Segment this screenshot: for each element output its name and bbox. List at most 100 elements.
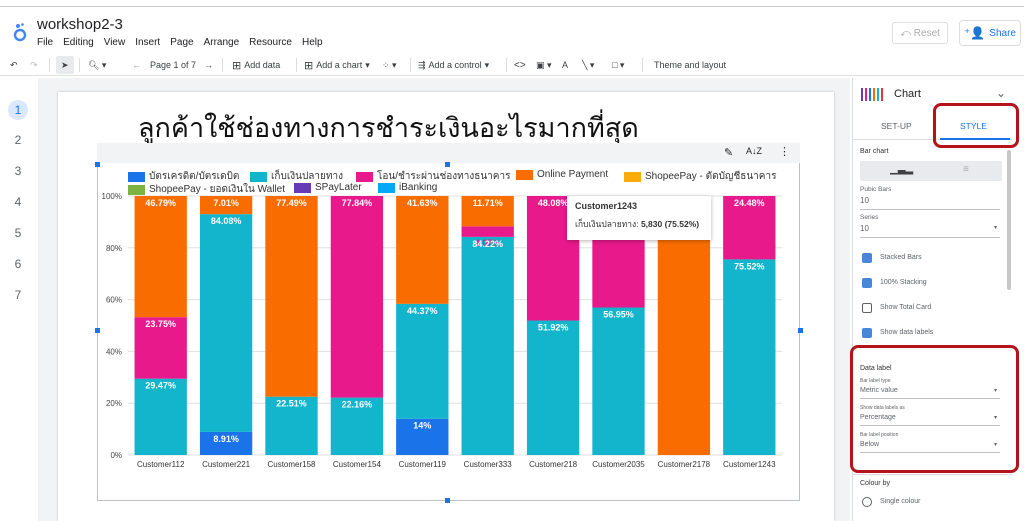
image-icon[interactable]: ▣ ▾ [536,59,552,70]
legend-swatch [250,171,267,182]
document-title[interactable]: workshop2-3 [37,16,123,33]
checkbox-show-total-card[interactable] [862,303,872,313]
colour-by-radio[interactable] [862,497,872,507]
code-embed-icon[interactable]: <> [514,59,526,71]
bar-segment [265,396,318,455]
bar-segment [330,397,384,455]
redo-icon[interactable]: ↷ [30,59,38,70]
line-icon[interactable]: ╲ ▾ [582,59,595,70]
next-page-icon[interactable]: → [204,60,213,70]
menu-help[interactable]: Help [301,37,323,48]
chart-tooltip: Customer1243 เก็บเงินปลายทาง: 5,830 (75.… [567,196,711,240]
sort-az-icon[interactable]: A↓Z [746,146,763,156]
vertical-bars-icon[interactable]: ▁▃▂ [890,164,914,175]
menu-insert[interactable]: Insert [135,37,161,48]
legend-swatch [128,184,145,195]
legend-swatch [516,169,533,180]
page-item-6[interactable]: 6 [14,257,22,271]
series-field-value[interactable]: 10 [860,224,869,233]
data-label: 41.63% [407,198,438,208]
data-label: 56.95% [603,309,634,319]
theme-layout-button[interactable]: Theme and layout [654,60,727,70]
legend-item[interactable]: เก็บเงินปลายทาง [250,169,343,184]
series-field-label: Series [860,214,879,221]
bar-label-type-select[interactable]: Metric value [860,387,898,394]
legend-item[interactable]: บัตรเครดิต/บัตรเดบิต [128,169,239,184]
bars-field-value[interactable]: 10 [860,196,869,205]
menu-arrange[interactable]: Arrange [203,37,240,48]
page-item-1[interactable]: 1 [8,100,28,120]
more-vert-icon[interactable]: ⋮ [779,146,790,158]
menu-page[interactable]: Page [170,37,194,48]
data-label: 29.47% [145,381,176,391]
orientation-toggle[interactable]: ▁▃▂ ≡ [860,161,1002,181]
show-labels-as-select[interactable]: Percentage [860,414,896,421]
text-icon[interactable]: A [562,60,569,70]
bar-segment [723,259,776,455]
highlight-data-label-section [850,345,1019,473]
looker-studio-logo-icon[interactable] [13,22,27,42]
checkbox-stacked-bars[interactable] [862,253,872,263]
add-data-button[interactable]: ⊞ Add data [232,57,280,73]
x-tick-label: Customer158 [267,460,316,469]
add-chart-button[interactable]: ⊞ Add a chart ▾ [304,57,370,73]
legend-item[interactable]: SPayLater [294,182,362,193]
data-label: 22.16% [342,400,373,410]
page-item-3[interactable]: 3 [14,164,22,178]
field-underline [860,452,1000,453]
top-divider [0,6,1024,7]
bar-segment [396,303,449,419]
resize-handle[interactable] [445,498,450,503]
label-position-select[interactable]: Below [860,441,880,448]
field-underline [860,398,1000,399]
page-item-2[interactable]: 2 [14,133,22,147]
menu-resource[interactable]: Resource [249,37,292,48]
resize-handle[interactable] [95,328,100,333]
data-label: 84.22% [472,239,503,249]
shape-icon[interactable]: □ ▾ [612,59,625,70]
bar-segment [526,320,580,455]
legend-item[interactable]: ShopeePay - ตัดบัญชีธนาคาร [624,169,776,184]
reset-button[interactable]: ⤺ Reset [892,22,948,44]
community-viz-icon[interactable]: ⁘ ▾ [382,59,397,70]
bar-segment [461,196,514,227]
legend-item[interactable]: Online Payment [516,169,608,180]
horizontal-bars-icon[interactable]: ≡ [963,164,969,175]
dropdown-arrow-icon: ▾ [365,59,370,70]
share-button[interactable]: ⁺👤 Share [959,20,1021,46]
edit-pencil-icon[interactable]: ✎ [724,147,734,159]
x-tick-label: Customer119 [399,460,447,469]
menu-editing[interactable]: Editing [63,37,94,48]
zoom-icon[interactable]: 🔍︎ ▾ [88,59,107,70]
tab-style[interactable]: STYLE [960,121,987,131]
toolbar-divider [410,58,411,72]
bars-field-label: Pubic Bars [860,186,892,193]
menu-view[interactable]: View [103,37,126,48]
add-control-button[interactable]: ⇶ Add a control ▾ [418,57,489,73]
resize-handle[interactable] [95,162,100,167]
chevron-down-icon[interactable]: ⌄ [996,86,1007,100]
page-navigator: 1 2 3 4 5 6 7 [0,78,38,521]
resize-handle[interactable] [445,162,450,167]
tab-setup[interactable]: SET-UP [881,121,912,131]
toolbar-divider [49,58,50,72]
data-label: 14% [413,421,431,431]
chart-type-selector[interactable]: Chart [860,86,921,102]
x-tick-label: Customer2035 [592,460,645,469]
legend-item[interactable]: โอน/ชำระผ่านช่องทางธนาคาร [356,169,510,184]
data-label: 77.84% [342,198,373,208]
panel-scrollbar[interactable] [1007,150,1011,290]
page-item-7[interactable]: 7 [14,288,22,302]
select-tool[interactable] [56,56,74,74]
page-item-4[interactable]: 4 [14,195,22,209]
legend-item[interactable]: ShopeePay - ยอดเงินใน Wallet [128,182,285,197]
page-item-5[interactable]: 5 [14,226,22,240]
checkbox-show-data-labels[interactable] [862,328,872,338]
checkbox-100-stacking[interactable] [862,278,872,288]
undo-icon[interactable]: ↶ [10,59,18,70]
legend-item[interactable]: iBanking [378,182,437,193]
menu-file[interactable]: File [37,37,54,48]
report-title[interactable]: ลูกค้าใช้ช่องทางการชำระเงินอะไรมากที่สุด [138,113,639,144]
prev-page-icon[interactable]: ← [132,60,141,70]
resize-handle[interactable] [798,328,803,333]
